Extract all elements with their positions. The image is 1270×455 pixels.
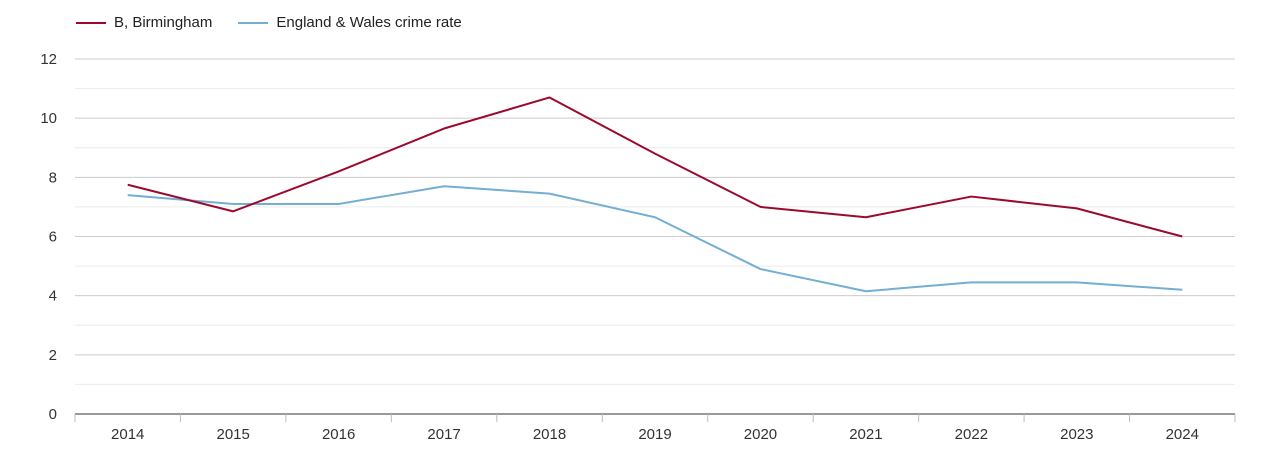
data-point-england-wales-crime-rate[interactable] bbox=[231, 202, 235, 206]
data-point-b-birmingham[interactable] bbox=[126, 183, 130, 187]
data-point-b-birmingham[interactable] bbox=[1180, 235, 1184, 239]
y-tick-label: 12 bbox=[40, 51, 57, 68]
legend-item-england-wales[interactable]: England & Wales crime rate bbox=[238, 14, 462, 31]
data-point-b-birmingham[interactable] bbox=[231, 209, 235, 213]
data-point-england-wales-crime-rate[interactable] bbox=[126, 193, 130, 197]
data-point-b-birmingham[interactable] bbox=[1075, 206, 1079, 210]
data-point-b-birmingham[interactable] bbox=[969, 195, 973, 199]
series-line-england-wales-crime-rate bbox=[127, 185, 1183, 293]
data-point-b-birmingham[interactable] bbox=[548, 95, 552, 99]
data-point-england-wales-crime-rate[interactable] bbox=[1180, 288, 1184, 292]
x-tick-label: 2016 bbox=[322, 426, 355, 443]
data-point-england-wales-crime-rate[interactable] bbox=[337, 202, 341, 206]
data-point-b-birmingham[interactable] bbox=[864, 215, 868, 219]
series-line-b-birmingham bbox=[127, 96, 1183, 238]
data-point-england-wales-crime-rate[interactable] bbox=[864, 289, 868, 293]
data-point-england-wales-crime-rate[interactable] bbox=[653, 215, 657, 219]
x-tick-label: 2023 bbox=[1060, 426, 1093, 443]
data-point-england-wales-crime-rate[interactable] bbox=[548, 192, 552, 196]
x-tick-label: 2015 bbox=[216, 426, 249, 443]
data-point-b-birmingham[interactable] bbox=[337, 169, 341, 173]
x-tick-label: 2019 bbox=[638, 426, 671, 443]
data-point-b-birmingham[interactable] bbox=[758, 205, 762, 209]
x-tick-label: 2022 bbox=[955, 426, 988, 443]
y-tick-label: 0 bbox=[49, 406, 57, 423]
x-tick-label: 2018 bbox=[533, 426, 566, 443]
data-point-england-wales-crime-rate[interactable] bbox=[969, 280, 973, 284]
y-tick-label: 6 bbox=[49, 229, 57, 246]
legend: B, Birmingham England & Wales crime rate bbox=[76, 14, 462, 31]
legend-swatch-england-wales bbox=[238, 21, 269, 24]
x-tick-label: 2021 bbox=[849, 426, 882, 443]
legend-swatch-birmingham bbox=[76, 21, 106, 24]
y-tick-label: 2 bbox=[49, 347, 57, 364]
legend-label-england-wales: England & Wales crime rate bbox=[276, 14, 462, 31]
y-tick-label: 4 bbox=[49, 288, 57, 305]
data-point-b-birmingham[interactable] bbox=[442, 127, 446, 131]
y-tick-label: 8 bbox=[49, 169, 57, 186]
x-tick-label: 2020 bbox=[744, 426, 777, 443]
data-point-b-birmingham[interactable] bbox=[653, 152, 657, 156]
x-tick-label: 2024 bbox=[1166, 426, 1199, 443]
legend-item-birmingham[interactable]: B, Birmingham bbox=[76, 14, 212, 31]
y-tick-label: 10 bbox=[40, 110, 57, 127]
legend-label-birmingham: B, Birmingham bbox=[114, 14, 213, 31]
data-point-england-wales-crime-rate[interactable] bbox=[1075, 280, 1079, 284]
data-point-england-wales-crime-rate[interactable] bbox=[758, 267, 762, 271]
x-tick-label: 2014 bbox=[111, 426, 144, 443]
x-tick-label: 2017 bbox=[427, 426, 460, 443]
data-point-england-wales-crime-rate[interactable] bbox=[442, 184, 446, 188]
